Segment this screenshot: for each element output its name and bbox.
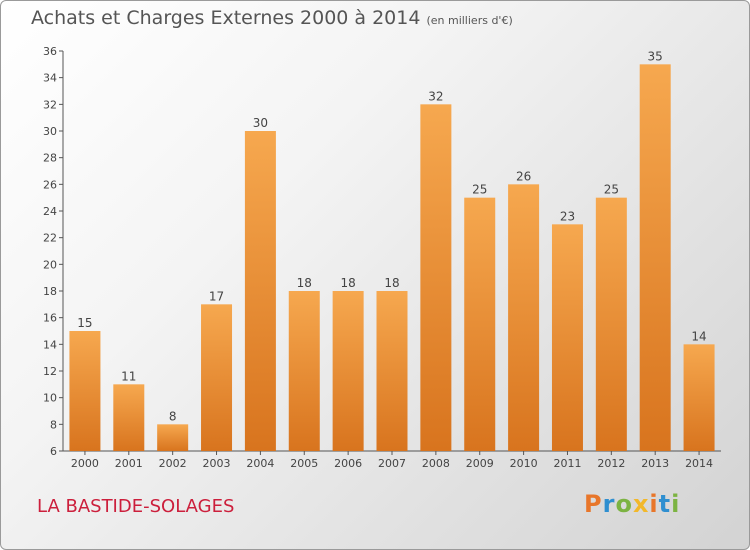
bar [288, 291, 320, 451]
y-tick-label: 24 [43, 205, 57, 218]
data-label: 15 [77, 316, 92, 330]
bar [244, 131, 276, 451]
chart-title-text: Achats et Charges Externes 2000 à 2014 [31, 7, 421, 29]
y-tick-label: 14 [43, 338, 57, 351]
x-tick-label: 2012 [597, 457, 625, 470]
chart-title: Achats et Charges Externes 2000 à 2014 (e… [31, 7, 513, 29]
bar [595, 197, 627, 451]
bar [551, 224, 583, 451]
y-tick-label: 8 [50, 418, 57, 431]
y-tick-label: 6 [50, 445, 57, 458]
y-tick-label: 26 [43, 178, 57, 191]
x-tick-label: 2010 [510, 457, 538, 470]
bar [332, 291, 364, 451]
x-tick-label: 2003 [203, 457, 231, 470]
bar [639, 64, 671, 452]
bar [464, 197, 496, 451]
data-label: 32 [428, 89, 443, 103]
bar [508, 184, 540, 452]
y-tick-label: 20 [43, 258, 57, 271]
y-tick-label: 10 [43, 392, 57, 405]
y-tick-label: 22 [43, 232, 57, 245]
x-tick-label: 2011 [553, 457, 581, 470]
x-tick-label: 2009 [466, 457, 494, 470]
data-label: 35 [648, 49, 663, 63]
bar [69, 331, 101, 451]
x-tick-label: 2006 [334, 457, 362, 470]
location-label: LA BASTIDE-SOLAGES [37, 496, 235, 517]
chart-unit: (en milliers d'€) [426, 14, 513, 27]
y-tick-label: 36 [43, 45, 57, 58]
y-tick-label: 34 [43, 72, 57, 85]
data-label: 14 [691, 329, 706, 343]
data-label: 25 [604, 183, 619, 197]
data-label: 18 [297, 276, 312, 290]
y-tick-label: 12 [43, 365, 57, 378]
x-tick-label: 2014 [685, 457, 713, 470]
bar [157, 424, 189, 451]
data-label: 18 [340, 276, 355, 290]
bar [683, 344, 715, 451]
x-tick-label: 2002 [159, 457, 187, 470]
x-tick-label: 2005 [290, 457, 318, 470]
y-tick-label: 30 [43, 125, 57, 138]
data-label: 17 [209, 289, 224, 303]
data-label: 26 [516, 169, 531, 183]
bar [113, 384, 145, 451]
data-label: 11 [121, 369, 136, 383]
x-tick-label: 2004 [246, 457, 274, 470]
data-label: 23 [560, 209, 575, 223]
y-tick-label: 28 [43, 152, 57, 165]
x-tick-label: 2000 [71, 457, 99, 470]
x-tick-label: 2001 [115, 457, 143, 470]
y-tick-label: 18 [43, 285, 57, 298]
x-tick-label: 2007 [378, 457, 406, 470]
x-tick-label: 2013 [641, 457, 669, 470]
y-tick-label: 32 [43, 98, 57, 111]
data-label: 8 [169, 409, 177, 423]
bar [420, 104, 452, 451]
data-label: 18 [384, 276, 399, 290]
data-label: 25 [472, 183, 487, 197]
bar [201, 304, 233, 451]
bar [376, 291, 408, 451]
proxiti-logo: Proxiti [584, 490, 681, 518]
data-label: 30 [253, 116, 268, 130]
x-tick-label: 2008 [422, 457, 450, 470]
y-tick-label: 16 [43, 312, 57, 325]
